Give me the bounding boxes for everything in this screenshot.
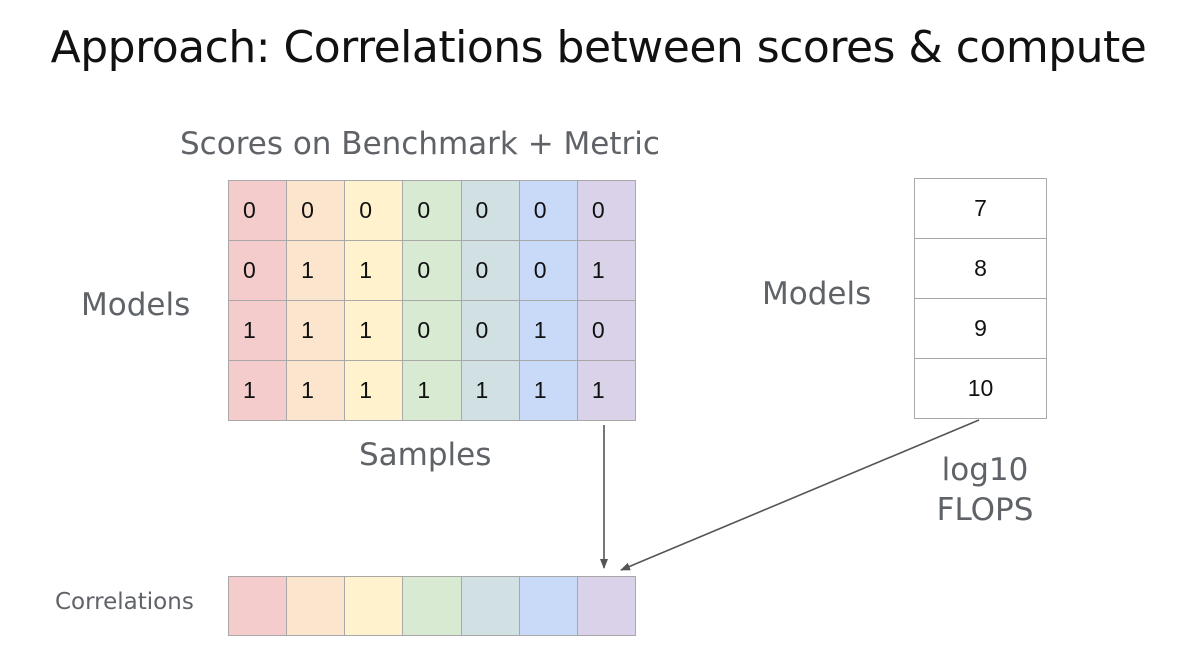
correlation-cell (460, 576, 520, 636)
score-cell: 1 (344, 360, 404, 421)
score-cell: 1 (228, 300, 288, 361)
flops-cell: 9 (914, 298, 1047, 359)
flops-label-line2: FLOPS (936, 492, 1034, 528)
score-cell: 0 (286, 180, 346, 241)
flops-cell: 10 (914, 358, 1047, 419)
score-cell: 0 (518, 180, 578, 241)
score-cell: 0 (576, 180, 636, 241)
correlations-label: Correlations (55, 589, 194, 615)
score-cell: 0 (460, 300, 520, 361)
correlation-cell (286, 576, 346, 636)
score-cell: 0 (460, 240, 520, 301)
correlation-cell (402, 576, 462, 636)
score-cell: 1 (402, 360, 462, 421)
correlation-cell (228, 576, 288, 636)
flops-column: 7 8 9 10 (914, 178, 1047, 419)
score-cell: 0 (402, 300, 462, 361)
models-label-left: Models (81, 287, 191, 323)
correlation-cell (576, 576, 636, 636)
score-cell: 1 (286, 240, 346, 301)
score-cell: 0 (228, 240, 288, 301)
flops-label-line1: log10 (941, 452, 1029, 488)
flops-cell: 8 (914, 238, 1047, 299)
correlation-cell (518, 576, 578, 636)
samples-label: Samples (359, 437, 492, 473)
score-cell: 1 (576, 360, 636, 421)
score-cell: 1 (576, 240, 636, 301)
arrow-flops-to-correlation (620, 419, 980, 571)
score-cell: 1 (518, 360, 578, 421)
score-cell: 1 (286, 360, 346, 421)
scores-label: Scores on Benchmark + Metric (180, 126, 660, 162)
correlation-cell (344, 576, 404, 636)
flops-label: log10 FLOPS (930, 450, 1040, 530)
score-cell: 0 (460, 180, 520, 241)
score-cell: 0 (518, 240, 578, 301)
score-cell: 1 (460, 360, 520, 421)
score-cell: 0 (576, 300, 636, 361)
correlations-row (228, 576, 636, 636)
models-label-right: Models (762, 276, 872, 312)
score-cell: 1 (344, 240, 404, 301)
page-title: Approach: Correlations between scores & … (50, 22, 1147, 73)
flops-cell: 7 (914, 178, 1047, 239)
